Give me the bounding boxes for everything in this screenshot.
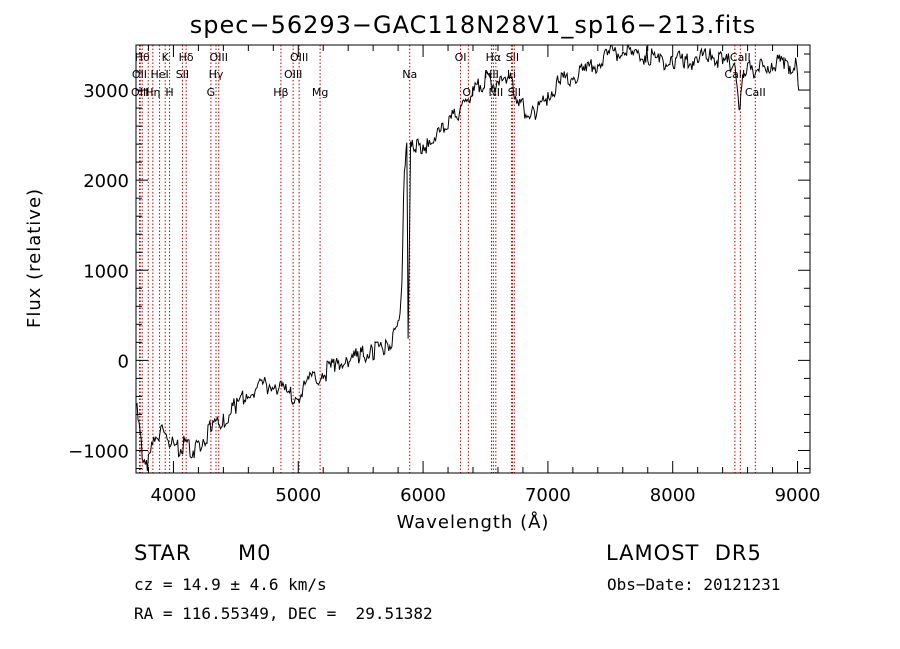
line-marker-label: K <box>162 51 170 64</box>
y-tick-label: 1000 <box>83 261 129 282</box>
obs-date: Obs−Date: 20121231 <box>607 575 781 594</box>
axes: 4000 5000 6000 7000 8000 9000 −1000 0 1000 2000 30… <box>68 45 820 506</box>
line-marker-label: OIII <box>290 51 308 64</box>
x-tick-label: 5000 <box>275 485 321 506</box>
x-axis-label: Wavelength (Å) <box>397 511 550 533</box>
chart-title: spec−56293−GAC118N28V1_sp16−213.fits <box>190 11 756 39</box>
line-marker-label: NII <box>484 68 499 81</box>
y-tick-label: 0 <box>118 351 129 372</box>
line-marker-label: OIII <box>210 51 228 64</box>
line-marker-label: SII <box>508 86 521 99</box>
spectral-line-markers: HθOIIOIIIHηHeIKHSIIHδGHγOIIIHβOIIIOIIIMg… <box>131 45 766 473</box>
line-marker-label: OI <box>462 86 474 99</box>
x-tick-label: 7000 <box>525 485 571 506</box>
redshift: cz = 14.9 ± 4.6 km/s <box>134 575 327 594</box>
subclass: M0 <box>238 541 272 565</box>
line-marker-label: Na <box>402 68 417 81</box>
line-marker-label: HeI <box>150 68 168 81</box>
line-marker-label: CaII <box>730 51 751 64</box>
coordinates: RA = 116.55349, DEC = 29.51382 <box>134 604 433 623</box>
line-marker-label: Hγ <box>209 68 224 81</box>
line-marker-label: SII <box>506 51 519 64</box>
plot-frame <box>135 44 811 474</box>
line-marker-label: H <box>165 86 173 99</box>
survey-name: LAMOST DR5 <box>606 541 762 565</box>
line-marker-label: Li <box>507 68 516 81</box>
line-marker-label: OIII <box>284 68 302 81</box>
line-marker-label: G <box>207 86 216 99</box>
line-marker-label: SII <box>176 68 189 81</box>
x-tick-label: 6000 <box>400 485 446 506</box>
y-tick-label: 3000 <box>83 81 129 102</box>
object-class: STAR <box>134 541 192 565</box>
line-marker-label: Hθ <box>135 51 150 64</box>
x-tick-label: 9000 <box>775 485 821 506</box>
spectrum-series <box>136 45 800 471</box>
x-tick-label: 4000 <box>151 485 197 506</box>
spectrum-line <box>136 45 800 471</box>
line-marker-label: Hη <box>145 86 160 99</box>
line-marker-label: OI <box>455 51 467 64</box>
line-marker-label: Mg <box>312 86 328 99</box>
line-marker-label: Hα <box>486 51 502 64</box>
line-marker-label: Hδ <box>179 51 194 64</box>
x-tick-label: 8000 <box>650 485 696 506</box>
line-marker-label: OII <box>132 68 147 81</box>
y-axis-label: Flux (relative) <box>24 188 45 328</box>
y-tick-label: 2000 <box>83 171 129 192</box>
y-tick-label: −1000 <box>68 441 129 462</box>
line-marker-label: CaII <box>745 86 766 99</box>
line-marker-label: Hβ <box>273 86 288 99</box>
